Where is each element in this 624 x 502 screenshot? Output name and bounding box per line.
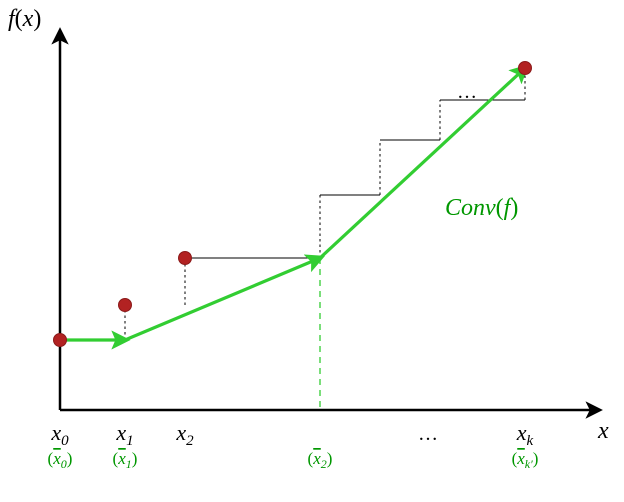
- x-ellipsis: …: [418, 423, 438, 445]
- xbar-tick-label: (x1): [113, 449, 138, 471]
- data-point: [54, 334, 67, 347]
- x-tick-label: x1: [115, 420, 133, 449]
- x-tick-label: x2: [175, 420, 194, 449]
- x-axis-label: x: [597, 418, 609, 444]
- data-point: [179, 252, 192, 265]
- data-point: [519, 62, 532, 75]
- xbar-tick-label: (xk′): [512, 449, 539, 471]
- x-tick-label: xk: [516, 420, 534, 449]
- xbar-tick-label: (x0): [48, 449, 73, 471]
- axes: [60, 30, 600, 410]
- diagram-canvas: f(x) x … … x0 x1 x2 xk (x0) (x1) (x2) (xk′) Conv(f): [0, 0, 624, 502]
- convex-hull-segment: [125, 258, 320, 340]
- conv-f-label: Conv(f): [445, 195, 518, 221]
- x-tick-label: x0: [50, 420, 69, 449]
- y-axis-label: f(x): [8, 6, 41, 32]
- xbar-tick-label: (x2): [308, 449, 333, 471]
- step-ellipsis: …: [457, 81, 477, 103]
- convex-hull-segment: [320, 68, 525, 258]
- data-point: [119, 299, 132, 312]
